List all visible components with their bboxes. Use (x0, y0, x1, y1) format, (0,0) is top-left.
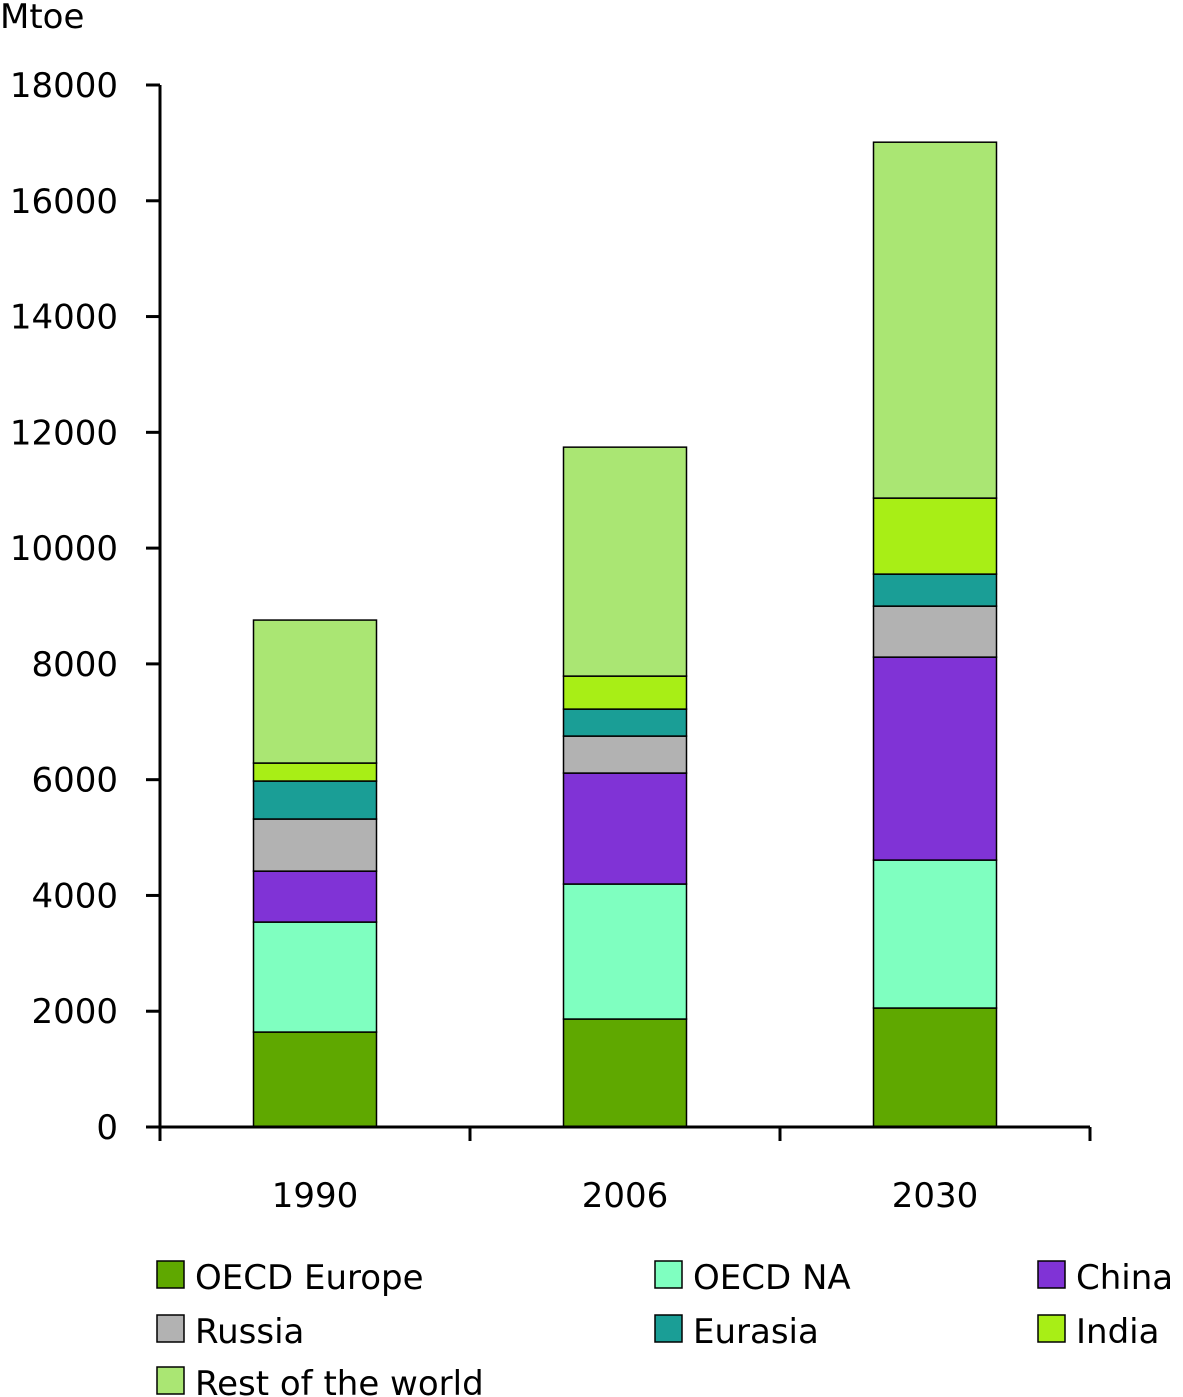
legend-swatch (156, 1366, 185, 1395)
y-tick-label: 12000 (10, 413, 118, 453)
bar-segment-rest-of-the-world (252, 619, 378, 764)
legend-swatch (156, 1260, 185, 1289)
y-tick-label: 6000 (31, 761, 118, 801)
bar-segment-india (562, 675, 688, 710)
x-tick-label: 2030 (892, 1176, 979, 1216)
y-axis-label: Mtoe (0, 0, 84, 37)
y-tick-label: 4000 (31, 876, 118, 916)
y-tick-label: 16000 (10, 182, 118, 222)
bar-segment-rest-of-the-world (562, 446, 688, 677)
bar-segment-oecd-na (252, 921, 378, 1033)
bar-segment-rest-of-the-world (872, 141, 998, 499)
legend-label: China (1076, 1258, 1173, 1298)
y-tick-label: 8000 (31, 645, 118, 685)
bar-segment-china (872, 656, 998, 861)
bar-segment-russia (252, 818, 378, 872)
bar-segment-china (252, 870, 378, 923)
bar-segment-oecd-na (562, 883, 688, 1020)
legend-swatch (654, 1314, 683, 1343)
bar-segment-oecd-europe (872, 1007, 998, 1128)
legend-label: India (1076, 1312, 1159, 1352)
legend-swatch (1037, 1314, 1066, 1343)
y-tick-label: 10000 (10, 529, 118, 569)
legend-swatch (1037, 1260, 1066, 1289)
legend-item: China (1037, 1258, 1173, 1298)
legend-label: Eurasia (693, 1312, 819, 1352)
x-tick-label: 1990 (272, 1176, 359, 1216)
bar-segment-eurasia (252, 780, 378, 820)
legend-item: Russia (156, 1312, 304, 1352)
bar-segment-india (872, 497, 998, 575)
legend-item: OECD Europe (156, 1258, 424, 1298)
y-tick-label: 18000 (10, 66, 118, 106)
legend-label: Rest of the world (195, 1364, 484, 1397)
bar-segment-eurasia (872, 573, 998, 607)
bar-segment-eurasia (562, 708, 688, 737)
legend-item: Rest of the world (156, 1364, 484, 1397)
legend-item: Eurasia (654, 1312, 819, 1352)
x-tick-label: 2006 (582, 1176, 669, 1216)
y-tick-label: 2000 (31, 992, 118, 1032)
bar-segment-india (252, 762, 378, 782)
legend-item: OECD NA (654, 1258, 851, 1298)
bar-segment-russia (872, 605, 998, 658)
legend-label: Russia (195, 1312, 304, 1352)
legend-swatch (654, 1260, 683, 1289)
bar-segment-oecd-europe (252, 1031, 378, 1128)
y-tick-label: 14000 (10, 298, 118, 338)
bar-segment-oecd-europe (562, 1018, 688, 1128)
bar-segment-oecd-na (872, 859, 998, 1009)
y-tick-label: 0 (96, 1108, 118, 1148)
bar-segment-russia (562, 735, 688, 774)
legend-swatch (156, 1314, 185, 1343)
legend-label: OECD NA (693, 1258, 851, 1298)
legend-label: OECD Europe (195, 1258, 424, 1298)
bar-segment-china (562, 772, 688, 885)
legend-item: India (1037, 1312, 1159, 1352)
